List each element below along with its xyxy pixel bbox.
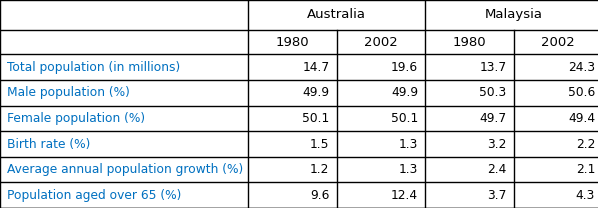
Text: Average annual population growth (%): Average annual population growth (%)	[7, 163, 243, 176]
Text: 50.6: 50.6	[568, 86, 595, 99]
Text: 2002: 2002	[541, 36, 575, 48]
Text: Total population (in millions): Total population (in millions)	[7, 61, 181, 74]
Text: 1.2: 1.2	[310, 163, 329, 176]
Text: 1.5: 1.5	[310, 137, 329, 151]
Text: 2.4: 2.4	[487, 163, 507, 176]
Text: 9.6: 9.6	[310, 189, 329, 202]
Text: 50.3: 50.3	[479, 86, 507, 99]
Text: 49.9: 49.9	[303, 86, 329, 99]
Text: Malaysia: Malaysia	[485, 8, 542, 21]
Text: 49.4: 49.4	[568, 112, 595, 125]
Text: Male population (%): Male population (%)	[7, 86, 130, 99]
Text: Population aged over 65 (%): Population aged over 65 (%)	[7, 189, 182, 202]
Text: Australia: Australia	[307, 8, 366, 21]
Text: 2.1: 2.1	[576, 163, 595, 176]
Text: 3.2: 3.2	[487, 137, 507, 151]
Text: 13.7: 13.7	[480, 61, 507, 74]
Text: Female population (%): Female population (%)	[7, 112, 145, 125]
Text: 19.6: 19.6	[391, 61, 418, 74]
Text: 14.7: 14.7	[303, 61, 329, 74]
Text: 3.7: 3.7	[487, 189, 507, 202]
Text: 49.7: 49.7	[480, 112, 507, 125]
Text: 1.3: 1.3	[399, 137, 418, 151]
Text: Birth rate (%): Birth rate (%)	[7, 137, 90, 151]
Text: 50.1: 50.1	[390, 112, 418, 125]
Text: 24.3: 24.3	[568, 61, 595, 74]
Text: 50.1: 50.1	[302, 112, 329, 125]
Text: 2002: 2002	[364, 36, 398, 48]
Text: 4.3: 4.3	[576, 189, 595, 202]
Text: 2.2: 2.2	[576, 137, 595, 151]
Text: 1980: 1980	[453, 36, 486, 48]
Text: 49.9: 49.9	[391, 86, 418, 99]
Text: 1980: 1980	[276, 36, 309, 48]
Text: 1.3: 1.3	[399, 163, 418, 176]
Text: 12.4: 12.4	[391, 189, 418, 202]
